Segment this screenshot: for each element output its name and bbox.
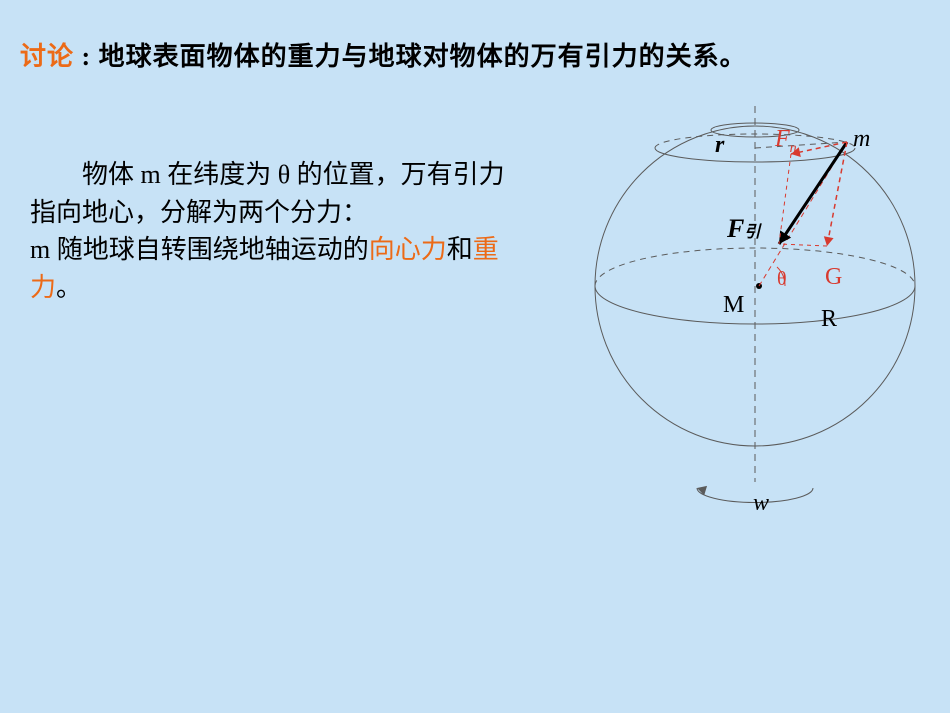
label-theta: θ [777,268,787,291]
body-line2a: m 随地球自转围绕地轴运动的 [30,235,369,264]
heading: 讨论 : 地球表面物体的重力与地球对物体的万有引力的关系。 [20,36,747,73]
label-m: m [853,126,870,153]
label-M: M [723,292,744,319]
diagram-svg [575,96,935,526]
body-line1: 物体 m 在纬度为 θ 的位置，万有引力指向地心，分解为两个分力： [30,160,505,227]
label-Fn-sub: n [790,141,797,156]
label-G: G [825,264,842,291]
label-r: r [715,132,724,159]
label-Fn: Fn [775,126,797,157]
heading-accent: 讨论 [20,42,74,71]
earth-diagram: r Fn m F引 θ G M R w [575,96,935,526]
label-F-sub-cjk: 引 [744,224,760,241]
body-line3c: 。 [56,273,82,302]
slide-root: 讨论 : 地球表面物体的重力与地球对物体的万有引力的关系。 物体 m 在纬度为 … [0,0,950,713]
body-paragraph: 物体 m 在纬度为 θ 的位置，万有引力指向地心，分解为两个分力： m 随地球自… [30,156,520,307]
label-R: R [821,306,837,333]
body-line3a: 和 [447,235,473,264]
label-F-main: F [727,214,744,243]
heading-rest: : 地球表面物体的重力与地球对物体的万有引力的关系。 [74,42,747,71]
label-Fn-main: F [775,126,790,152]
label-F: F引 [727,214,760,244]
label-w: w [753,490,769,517]
body-line2-accent: 向心力 [369,235,447,264]
